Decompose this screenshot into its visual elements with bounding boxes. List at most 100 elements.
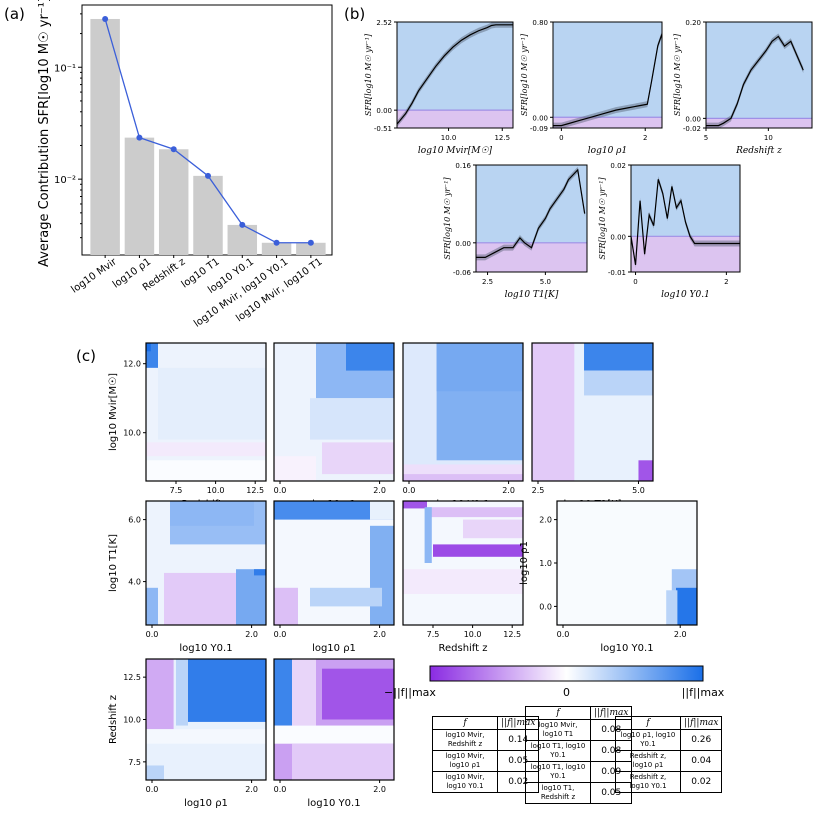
positive-region — [706, 22, 812, 119]
data-point — [136, 134, 143, 141]
heatmap-panel — [403, 501, 523, 625]
x-tick-label: 0.0 — [146, 630, 159, 639]
data-point — [307, 239, 314, 246]
x-axis-label: log10 ρ1 — [588, 146, 627, 156]
table-row: log10 Mvir, log10 Υ0.1 0.02 — [432, 771, 540, 793]
heatmap-cell — [146, 765, 164, 780]
heatmap-cell — [370, 525, 394, 625]
header-norm: ||f||max — [679, 716, 723, 730]
heatmap-cell — [188, 659, 266, 722]
heatmap-cell — [403, 501, 427, 509]
table-row: Redshift z, log10 ρ1 0.04 — [615, 750, 723, 772]
y-tick-label: 0.02 — [610, 162, 626, 170]
x-axis-label: log10 Mvir[M☉] — [418, 146, 493, 156]
x-tick-label: 10.0 — [441, 134, 457, 142]
x-axis-label: log10 Υ0.1 — [179, 643, 232, 654]
y-tick-label: 6.0 — [128, 516, 141, 525]
panel-label-b: (b) — [344, 5, 365, 23]
x-tick-label: 0.0 — [274, 630, 287, 639]
axes-frame — [630, 164, 741, 273]
heatmap-cell — [176, 659, 188, 726]
heatmap-cell — [170, 501, 254, 526]
y-tick-label: -0.09 — [530, 125, 548, 133]
bar — [158, 149, 189, 255]
heatmap-cell — [433, 544, 523, 557]
bar — [193, 175, 223, 255]
heatmap-cell — [254, 569, 266, 576]
heatmap-panel — [274, 501, 394, 625]
x-axis-label: log10 ρ1 — [184, 798, 228, 809]
table-header-row: f ||f||max — [432, 716, 540, 730]
y-tick-label: -0.51 — [374, 125, 392, 133]
x-tick-label: 2.0 — [674, 630, 687, 639]
colorbar — [429, 665, 704, 682]
uncertainty-band — [397, 21, 513, 128]
heatmap-cell — [322, 442, 394, 475]
x-axis-label: log10 ρ1 — [312, 643, 356, 654]
cell-f: log10 Mvir, log10 ρ1 — [432, 750, 498, 772]
heatmap-cell — [427, 507, 523, 518]
x-tick-label: 7.5 — [427, 630, 440, 639]
x-tick-label: 2.0 — [245, 785, 258, 794]
heatmap-cell — [274, 725, 394, 744]
bar — [261, 242, 292, 255]
header-f: f — [432, 716, 498, 730]
x-axis-label: log10 Υ0.1 — [600, 643, 653, 654]
cell-norm: 0.04 — [679, 750, 723, 772]
heatmap-cell — [463, 519, 523, 539]
x-tick-label: 2.0 — [373, 785, 386, 794]
heatmap-cell — [158, 367, 266, 440]
negative-region — [631, 236, 740, 272]
x-axis-label: log10 Υ0.1 — [307, 798, 360, 809]
negative-region — [397, 110, 513, 128]
x-tick-label: 0.0 — [403, 486, 416, 495]
table-header-row: f ||f||max — [525, 706, 633, 720]
x-tick-label: 2.0 — [245, 630, 258, 639]
heatmap-cell — [676, 587, 697, 625]
axes-frame — [145, 500, 267, 626]
cell-f: Redshift z, log10 Υ0.1 — [615, 771, 681, 793]
cell-norm: 0.26 — [679, 729, 723, 751]
y-axis-label: log10 ρ1 — [519, 541, 530, 585]
heatmap-cell — [274, 659, 292, 726]
negative-region — [553, 117, 662, 128]
x-axis-label: Redshift z — [735, 146, 782, 156]
heatmap-cell — [403, 569, 523, 594]
x-tick-label: 7.5 — [170, 486, 183, 495]
y-tick-label: 7.5 — [128, 758, 141, 767]
colorbar-mid-label: 0 — [563, 686, 570, 699]
heatmap-cell — [274, 587, 298, 625]
cell-f: Redshift z, log10 ρ1 — [615, 750, 681, 772]
y-tick-label: 10⁻² — [54, 175, 76, 186]
data-point — [239, 221, 246, 228]
y-tick-label: 4.0 — [128, 578, 141, 587]
bar — [124, 137, 155, 255]
cell-f: log10 Mvir, log10 T1 — [525, 719, 591, 741]
x-axis-label: Redshift z — [438, 643, 487, 654]
series-line — [706, 35, 804, 127]
y-tick-label: -0.01 — [608, 269, 626, 277]
heatmap-panel — [274, 659, 394, 780]
x-tick-label: 2 — [643, 134, 647, 142]
cell-f: log10 ρ1, log10 Υ0.1 — [615, 729, 681, 751]
heatmap-cell — [638, 460, 653, 481]
y-axis-label: log10 Mvir[M☉] — [108, 373, 119, 451]
x-tick-label: 12.5 — [503, 630, 521, 639]
x-tick-label: 5.0 — [632, 486, 645, 495]
heatmap-cell — [322, 668, 394, 720]
negative-region — [706, 118, 812, 128]
x-tick-label: 2.5 — [532, 486, 545, 495]
x-tick-label: 0 — [559, 134, 563, 142]
table-row: log10 ρ1, log10 Υ0.1 0.26 — [615, 729, 723, 751]
x-tick-label: 10 — [764, 134, 773, 142]
heatmap-panel — [532, 343, 653, 481]
heatmap-cell — [310, 587, 382, 607]
cell-f: log10 Mvir, log10 Υ0.1 — [432, 771, 498, 793]
y-tick-label: 0.00 — [455, 240, 471, 248]
data-point — [170, 146, 177, 153]
heatmap-cell — [146, 729, 266, 744]
heatmap-cell — [346, 343, 394, 371]
y-tick-label: 10.0 — [123, 429, 141, 438]
y-axis-label: SFR[log10 M☉ yr⁻¹] — [364, 33, 373, 116]
axes-frame — [531, 342, 654, 482]
